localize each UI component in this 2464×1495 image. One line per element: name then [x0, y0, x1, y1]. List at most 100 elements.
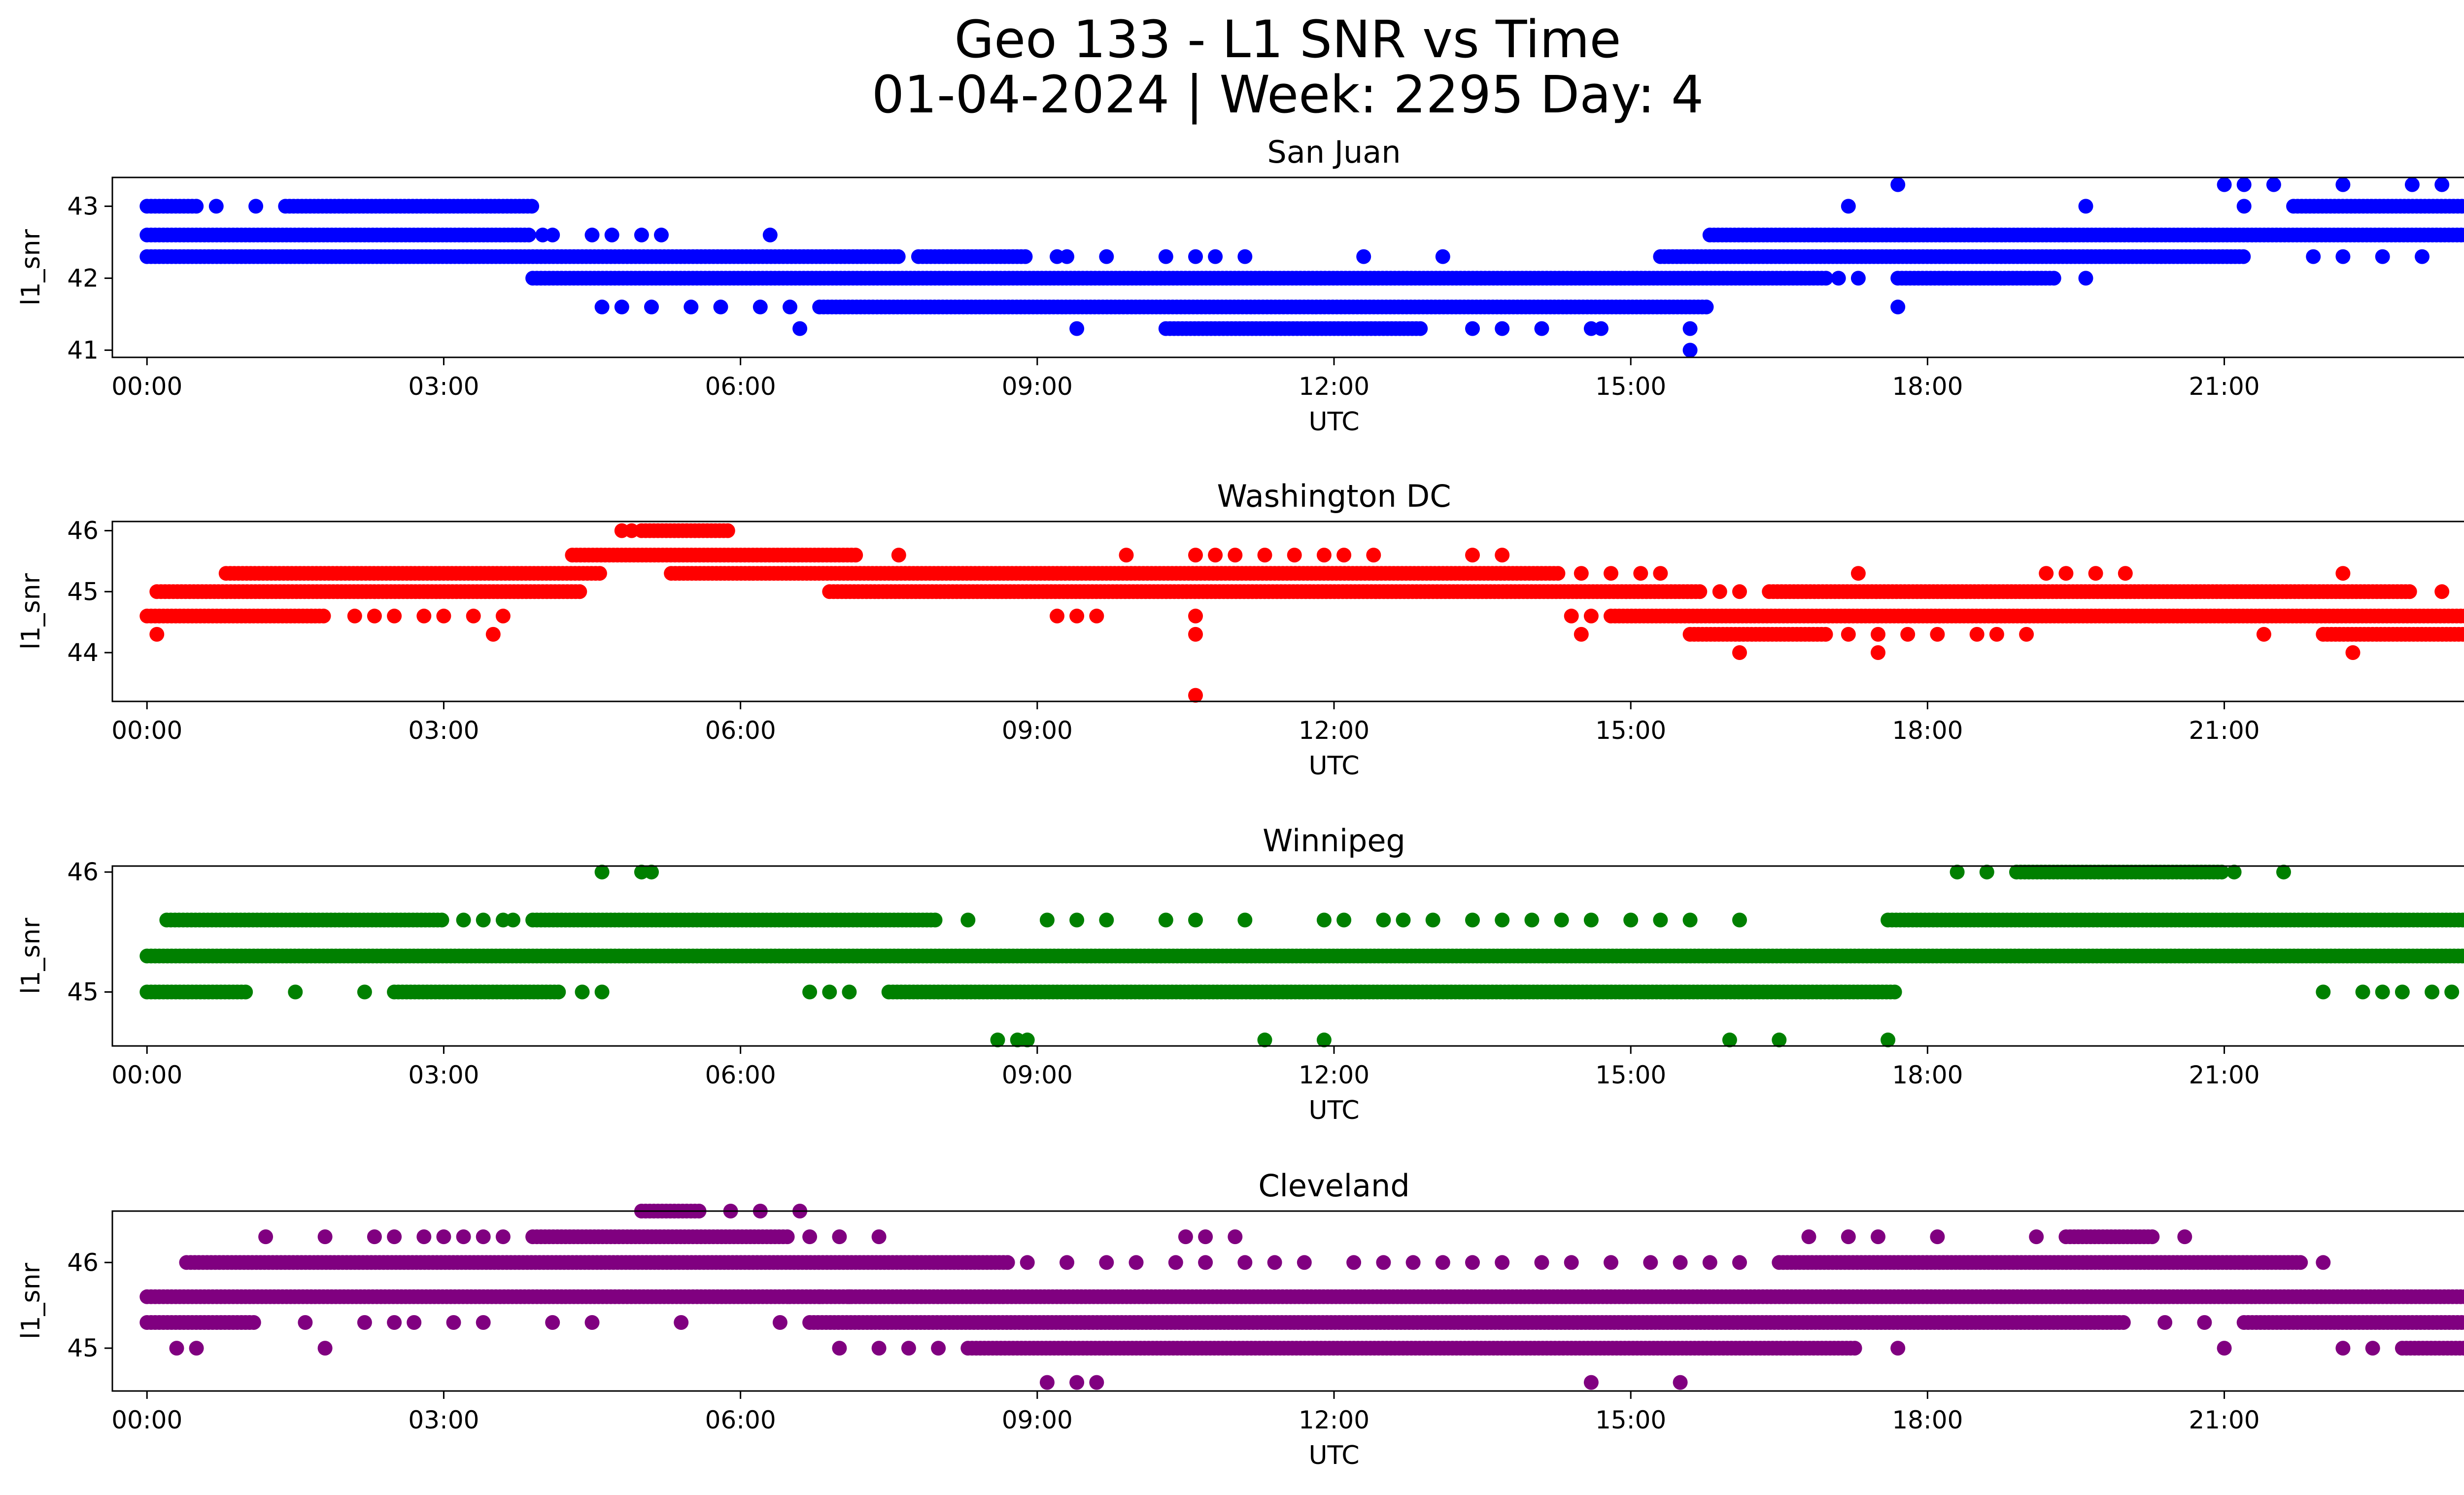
- x-tick-label: 15:00: [1595, 716, 1666, 745]
- data-point: [2335, 177, 2351, 192]
- series-band-3: [525, 271, 2093, 286]
- data-point: [248, 199, 264, 214]
- data-point: [149, 626, 165, 642]
- data-point: [1158, 249, 1173, 264]
- y-tick-label: 46: [67, 858, 99, 886]
- data-point: [1099, 1255, 1114, 1270]
- data-point: [1396, 912, 1411, 928]
- data-point: [1069, 321, 1085, 336]
- data-point: [288, 984, 303, 1000]
- data-point: [1722, 1032, 1737, 1047]
- data-point: [572, 584, 587, 599]
- series-band-7: [1682, 343, 1698, 358]
- data-point: [1050, 608, 1064, 624]
- data-point: [2118, 566, 2133, 581]
- data-point: [1604, 566, 1618, 581]
- series-band-3: [139, 1289, 2464, 1304]
- data-point: [1583, 912, 1599, 928]
- data-point: [2316, 1255, 2331, 1270]
- data-point: [1069, 608, 1085, 624]
- data-point: [2177, 1229, 2192, 1245]
- data-point: [1871, 645, 1885, 660]
- data-point: [2039, 566, 2054, 581]
- data-point: [506, 912, 520, 928]
- data-point: [2145, 1229, 2160, 1245]
- data-point: [1841, 626, 1856, 642]
- data-point: [1188, 626, 1203, 642]
- data-point: [551, 984, 566, 1000]
- data-point: [1732, 1255, 1747, 1270]
- data-point: [2335, 566, 2351, 581]
- data-point: [1881, 1032, 1896, 1047]
- series-band-6: [1732, 645, 2361, 660]
- data-point: [524, 199, 540, 214]
- data-point: [1887, 984, 1902, 1000]
- data-point: [485, 626, 501, 642]
- data-point: [1871, 1229, 1885, 1245]
- data-point: [891, 548, 906, 563]
- data-point: [1376, 1255, 1391, 1270]
- data-point: [2434, 584, 2450, 599]
- data-point: [1712, 584, 1727, 599]
- data-point: [960, 912, 976, 928]
- x-tick-label: 00:00: [111, 1061, 182, 1089]
- data-point: [822, 984, 837, 1000]
- series-band-4: [990, 1032, 1896, 1047]
- data-point: [783, 299, 797, 314]
- data-point: [1336, 912, 1352, 928]
- data-point: [1069, 912, 1085, 928]
- data-point: [2046, 271, 2061, 286]
- data-point: [1405, 1255, 1421, 1270]
- data-point: [1841, 1229, 1856, 1245]
- data-point: [2355, 984, 2370, 1000]
- data-point: [614, 299, 629, 314]
- data-point: [1237, 1255, 1253, 1270]
- data-point: [2395, 984, 2410, 1000]
- data-point: [476, 912, 491, 928]
- data-point: [1495, 912, 1510, 928]
- data-point: [753, 299, 768, 314]
- data-point: [1682, 343, 1698, 358]
- data-point: [1316, 1032, 1332, 1047]
- data-point: [2415, 249, 2430, 264]
- data-point: [848, 548, 863, 563]
- data-point: [1257, 1032, 1272, 1047]
- data-point: [521, 227, 536, 243]
- data-point: [1465, 548, 1480, 563]
- data-point: [1425, 912, 1440, 928]
- data-point: [1818, 626, 1833, 642]
- data-point: [1188, 608, 1203, 624]
- data-point: [592, 566, 607, 581]
- data-point: [2266, 177, 2281, 192]
- data-point: [1850, 566, 1866, 581]
- x-tick-label: 06:00: [705, 372, 776, 401]
- data-point: [644, 865, 659, 880]
- data-point: [1356, 249, 1371, 264]
- data-point: [2276, 865, 2291, 880]
- data-point: [832, 1229, 847, 1245]
- data-point: [1228, 1229, 1243, 1245]
- data-point: [1969, 626, 1985, 642]
- series-band-2: [179, 1255, 2331, 1270]
- data-point: [1554, 912, 1569, 928]
- data-point: [1336, 548, 1352, 563]
- data-point: [1297, 1255, 1312, 1270]
- data-point: [1188, 688, 1203, 703]
- y-tick-label: 42: [67, 264, 99, 292]
- data-point: [1890, 177, 1906, 192]
- x-axis-label: UTC: [1308, 407, 1359, 437]
- data-point: [890, 249, 906, 264]
- y-axis-label: l1_snr: [16, 229, 46, 306]
- x-tick-label: 18:00: [1892, 1061, 1963, 1089]
- x-tick-label: 21:00: [2189, 372, 2260, 401]
- x-tick-label: 21:00: [2189, 716, 2260, 745]
- series-band-5: [792, 321, 1698, 336]
- data-point: [2306, 249, 2321, 264]
- data-point: [416, 608, 432, 624]
- data-point: [594, 984, 610, 1000]
- data-point: [1623, 912, 1639, 928]
- data-point: [1495, 1255, 1510, 1270]
